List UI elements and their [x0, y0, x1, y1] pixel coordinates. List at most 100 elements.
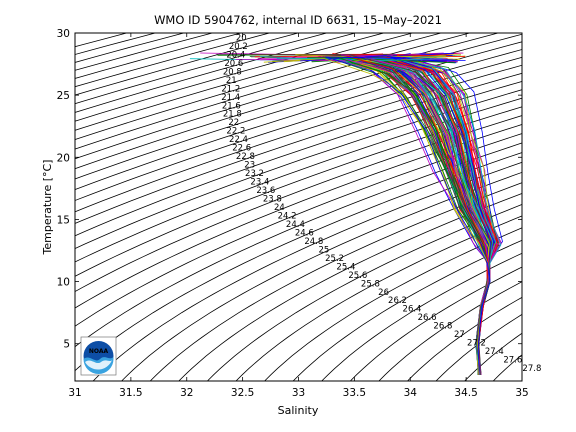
isopycnal-line — [75, 33, 443, 140]
y-axis-label: Temperature [°C] — [41, 160, 54, 256]
x-tick-label: 33.5 — [343, 387, 366, 399]
isopycnal-label: 24.6 — [295, 228, 314, 238]
isopycnal-label: 24 — [274, 203, 285, 213]
isopycnal-label: 27 — [454, 330, 465, 340]
x-axis-label: Salinity — [278, 404, 319, 417]
isopycnal-label: 25 — [318, 245, 329, 255]
isopycnal-label: 25.8 — [361, 279, 380, 289]
isopycnal-label: 25.6 — [348, 271, 367, 281]
y-tick-label: 25 — [57, 90, 70, 102]
isopycnal-label: 23.6 — [256, 186, 275, 196]
y-tick-label: 30 — [57, 28, 70, 40]
isopycnal-line — [75, 33, 272, 88]
isopycnal-line — [75, 64, 522, 213]
isopycnal-label: 20.6 — [224, 59, 243, 69]
isopycnal-label: 23.2 — [245, 169, 264, 179]
noaa-logo-icon: NOAA — [80, 336, 117, 376]
isopycnal-labels: 2020.220.420.620.82121.221.421.621.82222… — [221, 34, 541, 375]
profile-line — [344, 53, 489, 375]
isopycnal-label: 24.8 — [304, 237, 323, 247]
isopycnal-label: 22.6 — [232, 144, 251, 154]
isopycnal-line — [75, 72, 522, 224]
isopycnal-line — [75, 97, 522, 263]
isopycnal-line — [206, 204, 522, 381]
isopycnal-line — [75, 33, 472, 150]
x-tick-label: 33 — [292, 387, 305, 399]
isopycnal-label: 21.8 — [223, 110, 242, 120]
isopycnal-line — [92, 161, 522, 381]
isopycnal-label: 21.4 — [221, 93, 240, 103]
isopycnal-label: 22.2 — [226, 127, 245, 137]
isopycnal-label: 26.2 — [388, 296, 407, 306]
isopycnal-line — [321, 252, 522, 381]
isopycnal-label: 27.4 — [485, 347, 504, 357]
isopycnal-label: 20.4 — [226, 50, 245, 60]
isopycnal-line — [75, 33, 500, 160]
isopycnal-label: 22.4 — [229, 135, 248, 145]
isopycnal-label: 21.6 — [222, 101, 241, 111]
isopycnal-label: 23.4 — [250, 178, 269, 188]
isopycnal-line — [75, 133, 522, 327]
isopycnal-label: 26 — [378, 288, 389, 298]
isopycnal-line — [75, 33, 414, 131]
isopycnal-label: 20 — [236, 34, 247, 44]
isopycnal-line — [75, 115, 522, 293]
isopycnal-line — [121, 171, 522, 381]
isopycnal-label: 23.8 — [263, 195, 282, 205]
isopycnal-label: 26.6 — [418, 313, 437, 323]
isopycnal-line — [75, 124, 522, 309]
isopycnal-line — [75, 89, 522, 249]
isopycnal-line — [75, 33, 357, 113]
isopycnal-line — [406, 296, 522, 381]
isopycnal-label: 26.4 — [403, 305, 422, 315]
isopycnal-label: 26.8 — [433, 322, 452, 332]
y-tick-label: 20 — [57, 152, 70, 164]
isopycnal-label: 20.2 — [229, 42, 248, 52]
isopycnal-label: 27.8 — [522, 364, 541, 374]
profile-line — [349, 54, 492, 375]
isopycnal-label: 22.8 — [236, 152, 255, 162]
isopycnal-line — [75, 56, 522, 201]
x-tick-label: 35 — [515, 387, 528, 399]
isopycnal-label: 25.2 — [325, 254, 344, 264]
isopycnal-label: 27.2 — [467, 339, 486, 349]
x-tick-label: 34.5 — [454, 387, 477, 399]
isopycnal-line — [292, 239, 522, 381]
isopycnal-label: 25.4 — [336, 262, 355, 272]
isopycnal-line — [75, 80, 522, 237]
isopycnal-line — [75, 106, 522, 277]
x-tick-label: 31.5 — [119, 387, 142, 399]
x-tick-label: 34 — [404, 387, 418, 399]
isopycnal-label: 21.2 — [221, 84, 240, 94]
isopycnal-line — [264, 227, 522, 381]
isopycnal-label: 22 — [228, 118, 239, 128]
x-tick-label: 31 — [68, 387, 81, 399]
x-tick-label: 32.5 — [231, 387, 254, 399]
isopycnal-line — [464, 332, 522, 381]
isopycnal-label: 23 — [244, 161, 255, 171]
isopycnal-line — [378, 281, 522, 381]
y-tick-label: 15 — [57, 214, 70, 226]
profile-line — [325, 56, 491, 375]
y-tick-label: 10 — [57, 277, 70, 289]
isopycnal-line — [349, 266, 522, 381]
isopycnal-line — [75, 33, 386, 122]
isopycnal-label: 24.2 — [278, 212, 297, 222]
x-tick-label: 32 — [180, 387, 193, 399]
isopycnal-line — [75, 33, 243, 79]
isopycnal-line — [435, 313, 522, 381]
x-axis-ticks: 31 31.5 32 32.5 33 33.5 34 34.5 35 — [68, 33, 529, 399]
isopycnal-label: 20.8 — [223, 67, 242, 77]
profile-lines — [189, 52, 503, 375]
isopycnal-label: 21 — [226, 76, 237, 86]
isopycnal-label: 27.6 — [503, 356, 522, 366]
isopycnal-line — [75, 33, 329, 105]
y-tick-label: 5 — [63, 339, 70, 351]
isopycnal-line — [235, 215, 522, 381]
isopycnal-line — [149, 182, 522, 381]
chart-title: WMO ID 5904762, internal ID 6631, 15–May… — [154, 13, 442, 27]
isopycnal-line — [75, 33, 300, 96]
y-axis-ticks: 5 10 15 20 25 30 — [57, 28, 522, 351]
svg-text:NOAA: NOAA — [89, 348, 109, 355]
